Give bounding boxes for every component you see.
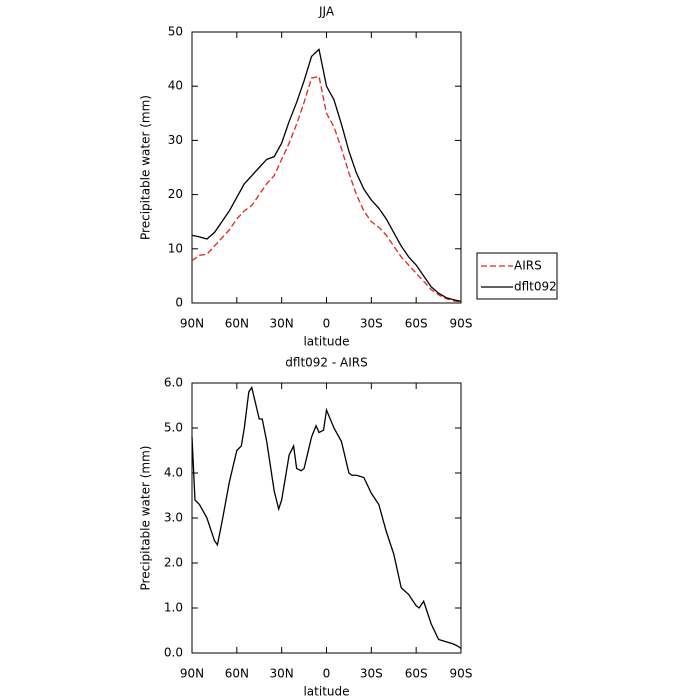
x-tick-label: 90S (450, 667, 473, 681)
y-tick-label: 3.0 (164, 511, 183, 525)
legend-label: AIRS (514, 259, 542, 273)
y-axis-label: Precipitable water (mm) (139, 95, 153, 240)
x-tick-label: 90N (180, 317, 204, 331)
y-tick-label: 10 (168, 241, 183, 255)
y-tick-label: 4.0 (164, 466, 183, 480)
data-line (191, 75, 462, 303)
x-tick-label: 0 (323, 667, 331, 681)
plot-frame (191, 31, 462, 304)
x-tick-label: 60S (405, 317, 428, 331)
chart-title: JJA (318, 5, 335, 19)
x-tick-label: 30N (270, 317, 294, 331)
x-tick-label: 90S (450, 317, 473, 331)
y-tick-label: 20 (168, 187, 183, 201)
y-axis-label: Precipitable water (mm) (139, 446, 153, 591)
y-tick-label: 30 (168, 133, 183, 147)
x-tick-label: 60N (225, 317, 249, 331)
y-tick-label: 0 (175, 296, 183, 310)
y-tick-label: 50 (168, 25, 183, 39)
x-tick-label: 30S (360, 667, 383, 681)
x-tick-label: 60N (225, 667, 249, 681)
y-tick-label: 2.0 (164, 556, 183, 570)
x-tick-label: 30S (360, 317, 383, 331)
x-tick-label: 60S (405, 667, 428, 681)
y-tick-label: 0.0 (164, 646, 183, 660)
x-tick-label: 0 (323, 317, 331, 331)
chart-title: dflt092 - AIRS (285, 356, 367, 370)
data-line (191, 48, 462, 303)
y-tick-label: 40 (168, 79, 183, 93)
y-tick-label: 1.0 (164, 601, 183, 615)
data-line (191, 385, 462, 650)
legend-label: dflt092 (514, 280, 557, 294)
y-tick-label: 6.0 (164, 376, 183, 390)
x-tick-label: 30N (270, 667, 294, 681)
plot-frame (191, 382, 462, 654)
x-tick-label: 90N (180, 667, 204, 681)
x-axis-label: latitude (303, 685, 349, 699)
y-tick-label: 5.0 (164, 421, 183, 435)
x-axis-label: latitude (303, 335, 349, 349)
legend-box (476, 252, 558, 300)
